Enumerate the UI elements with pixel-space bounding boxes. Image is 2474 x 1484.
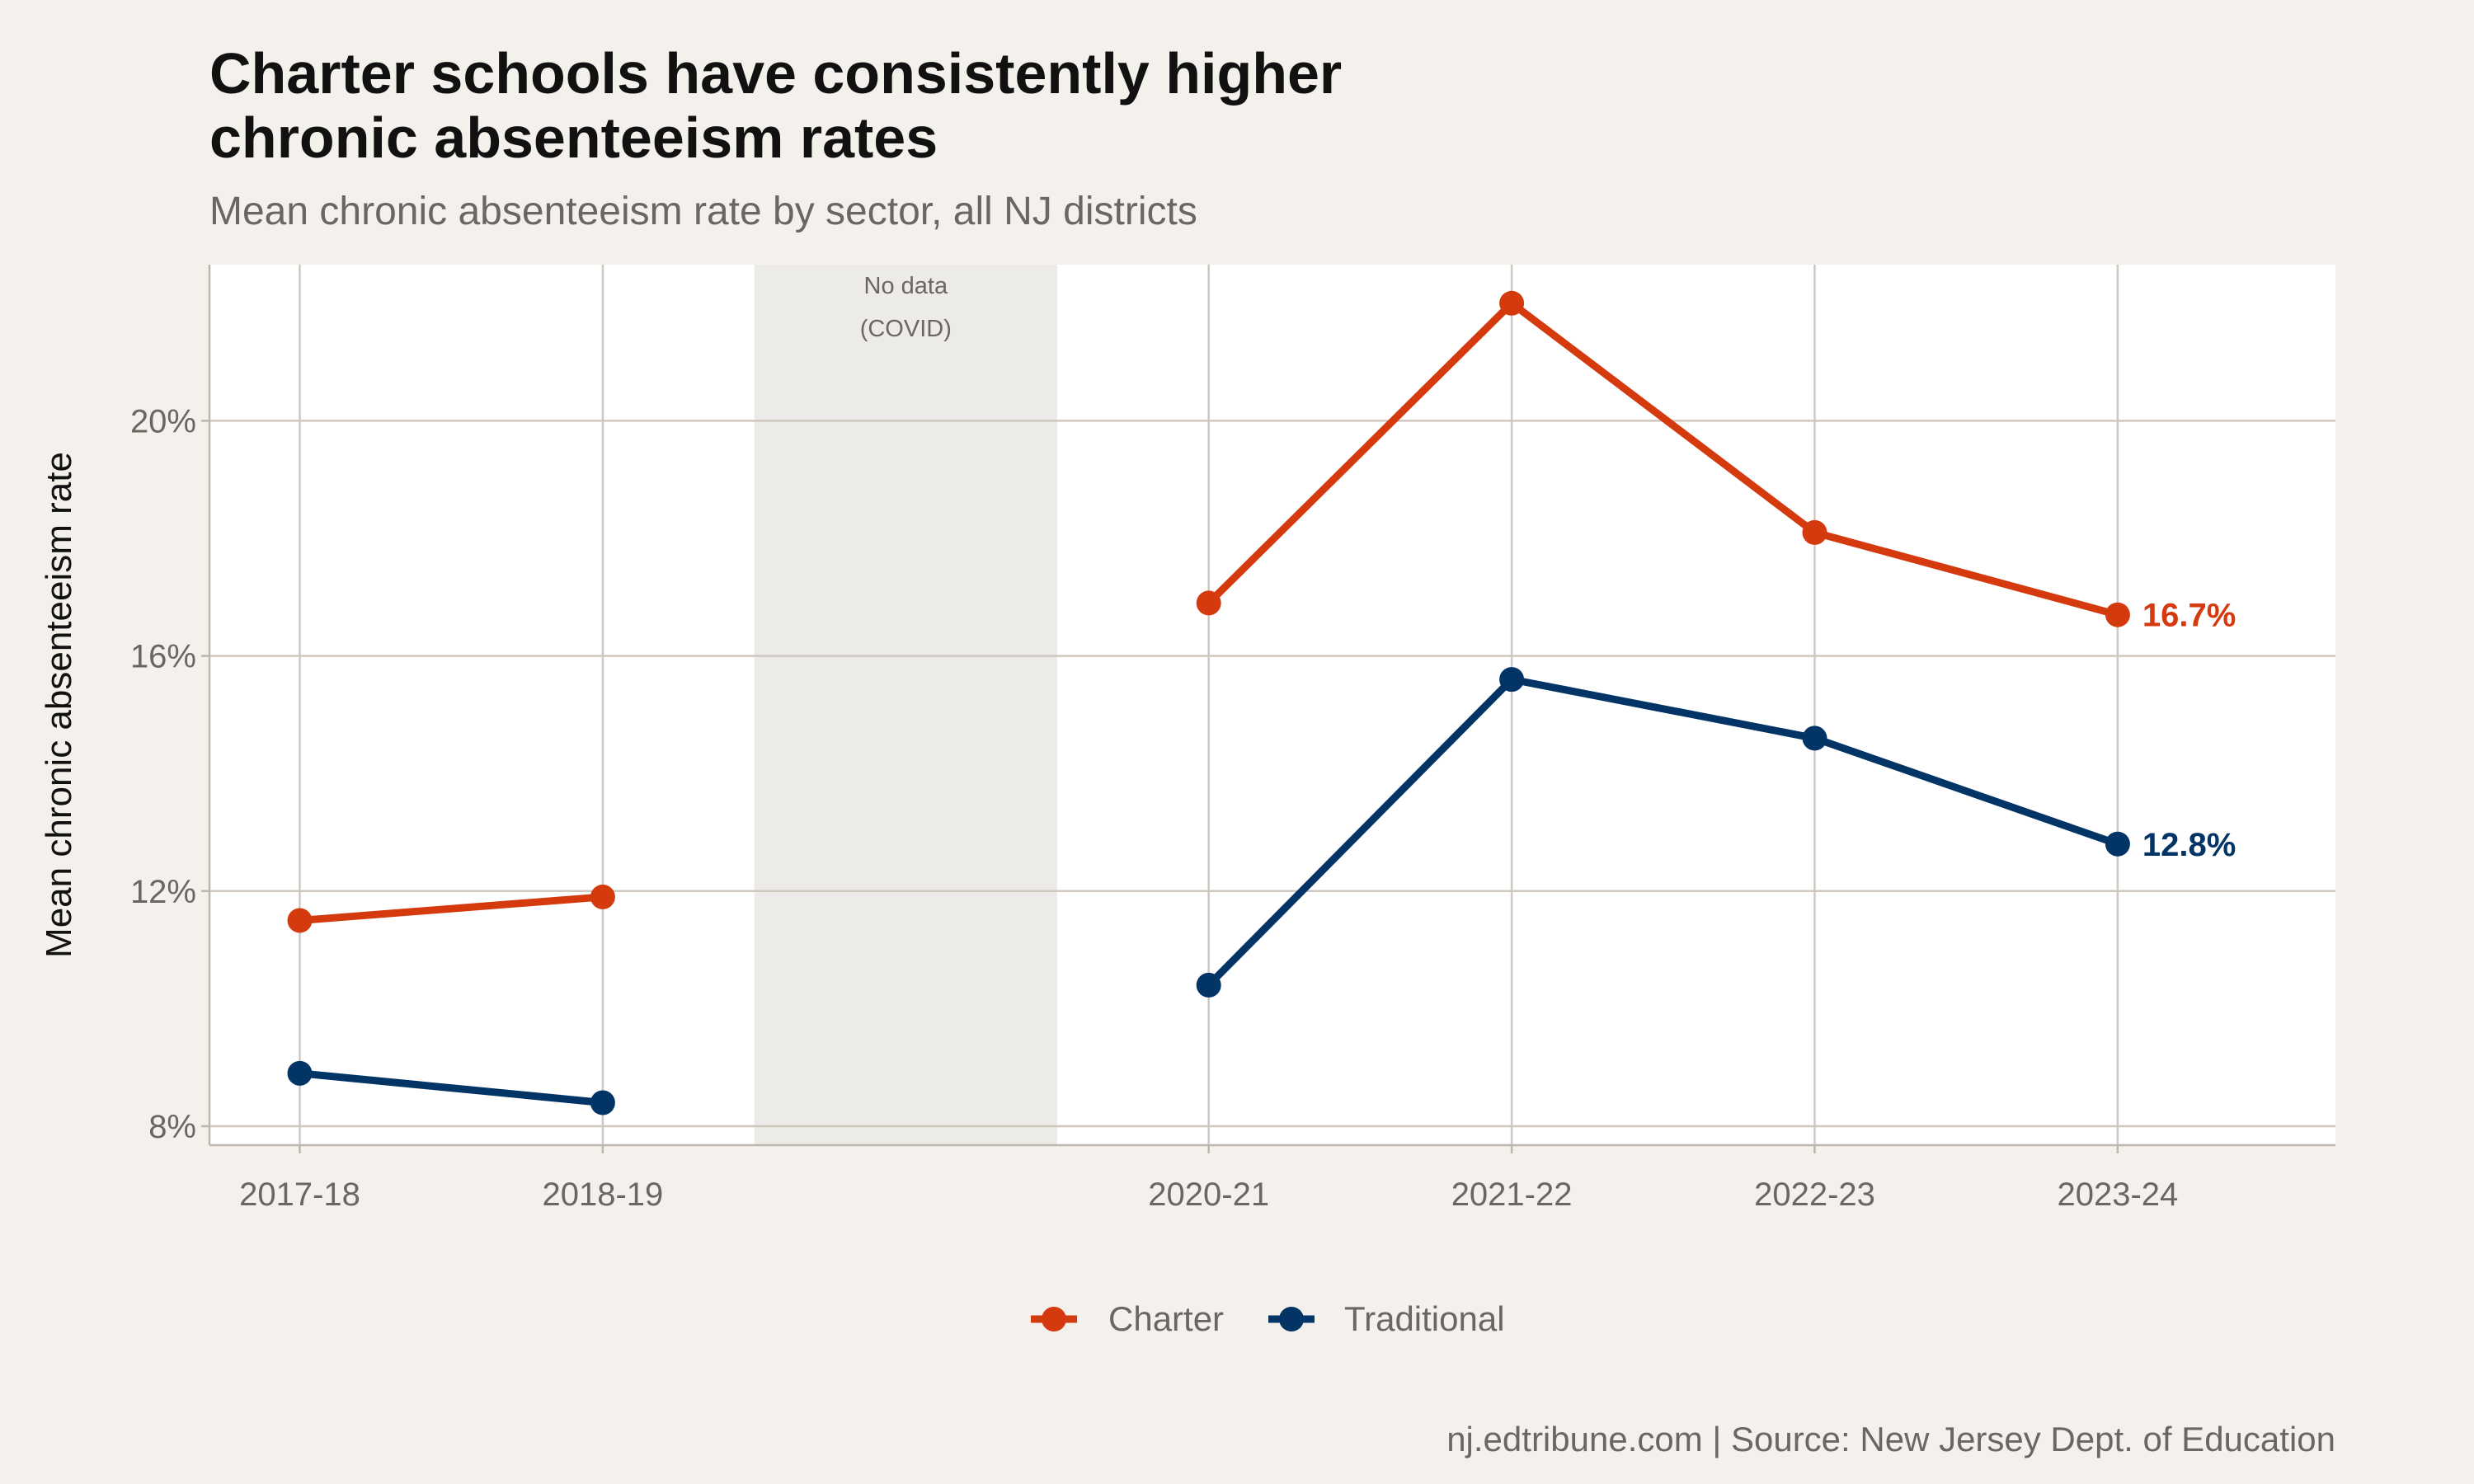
- x-tick-label: 2022-23: [1754, 1176, 1875, 1213]
- series-line-charter: [1206, 299, 2119, 619]
- data-point-traditional: [1196, 972, 1221, 998]
- series-charter: 16.7%: [287, 290, 2236, 933]
- no-data-shade: [754, 265, 1057, 1145]
- y-tick-label: 12%: [130, 874, 196, 910]
- chart-title-line-1: Charter schools have consistently higher: [209, 41, 1342, 106]
- data-point-charter: [287, 908, 313, 933]
- y-axis-title: Mean chronic absenteeism rate: [39, 452, 79, 958]
- x-tick-label: 2023-24: [2058, 1176, 2179, 1213]
- svg-text:Charter: Charter: [1108, 1299, 1224, 1338]
- chart-title-line-2: chronic absenteeism rates: [209, 106, 938, 170]
- data-point-traditional: [287, 1060, 313, 1086]
- gridlines: [209, 265, 2335, 1145]
- y-tick-label: 16%: [130, 639, 196, 675]
- svg-text:Traditional: Traditional: [1344, 1299, 1505, 1338]
- data-point-charter: [2105, 602, 2130, 627]
- no-data-label: No data: [864, 273, 948, 299]
- data-point-traditional: [2105, 831, 2130, 857]
- data-point-charter: [1802, 519, 1827, 545]
- series-line-traditional: [299, 1069, 604, 1106]
- data-point-charter: [1196, 590, 1221, 616]
- end-label-charter: 16.7%: [2142, 598, 2236, 634]
- data-point-charter: [590, 884, 615, 909]
- legend-item-charter: Charter: [1031, 1299, 1224, 1338]
- y-tick-label: 20%: [130, 403, 196, 439]
- data-point-charter: [1499, 290, 1525, 316]
- no-data-label: (COVID): [860, 316, 952, 342]
- data-point-traditional: [1802, 726, 1827, 751]
- x-tick-label: 2018-19: [543, 1176, 664, 1213]
- legend-item-traditional: Traditional: [1268, 1299, 1505, 1338]
- series-line-traditional: [1206, 675, 2119, 989]
- series-traditional: 12.8%: [287, 667, 2236, 1115]
- data-point-traditional: [1499, 667, 1525, 693]
- caption: nj.edtribune.com | Source: New Jersey De…: [1446, 1420, 2335, 1458]
- x-tick-label: 2017-18: [239, 1176, 360, 1213]
- x-tick-label: 2021-22: [1451, 1176, 1573, 1213]
- x-tick-label: 2020-21: [1148, 1176, 1269, 1213]
- series-line-charter: [299, 893, 604, 924]
- y-tick-label: 8%: [148, 1109, 196, 1145]
- data-point-traditional: [590, 1090, 615, 1115]
- end-label-traditional: 12.8%: [2142, 827, 2236, 863]
- legend: Charter Traditional: [1031, 1299, 1505, 1338]
- chart-subtitle: Mean chronic absenteeism rate by sector,…: [209, 190, 1197, 233]
- plot-panel: [209, 265, 2335, 1145]
- no-data-region: No data (COVID): [754, 265, 1057, 1145]
- axes: 8% 12% 16% 20% 2017-18 2018-19 2020-21 2021-22 2…: [130, 265, 2335, 1213]
- series-layer: 16.7% 12.8%: [287, 290, 2236, 1115]
